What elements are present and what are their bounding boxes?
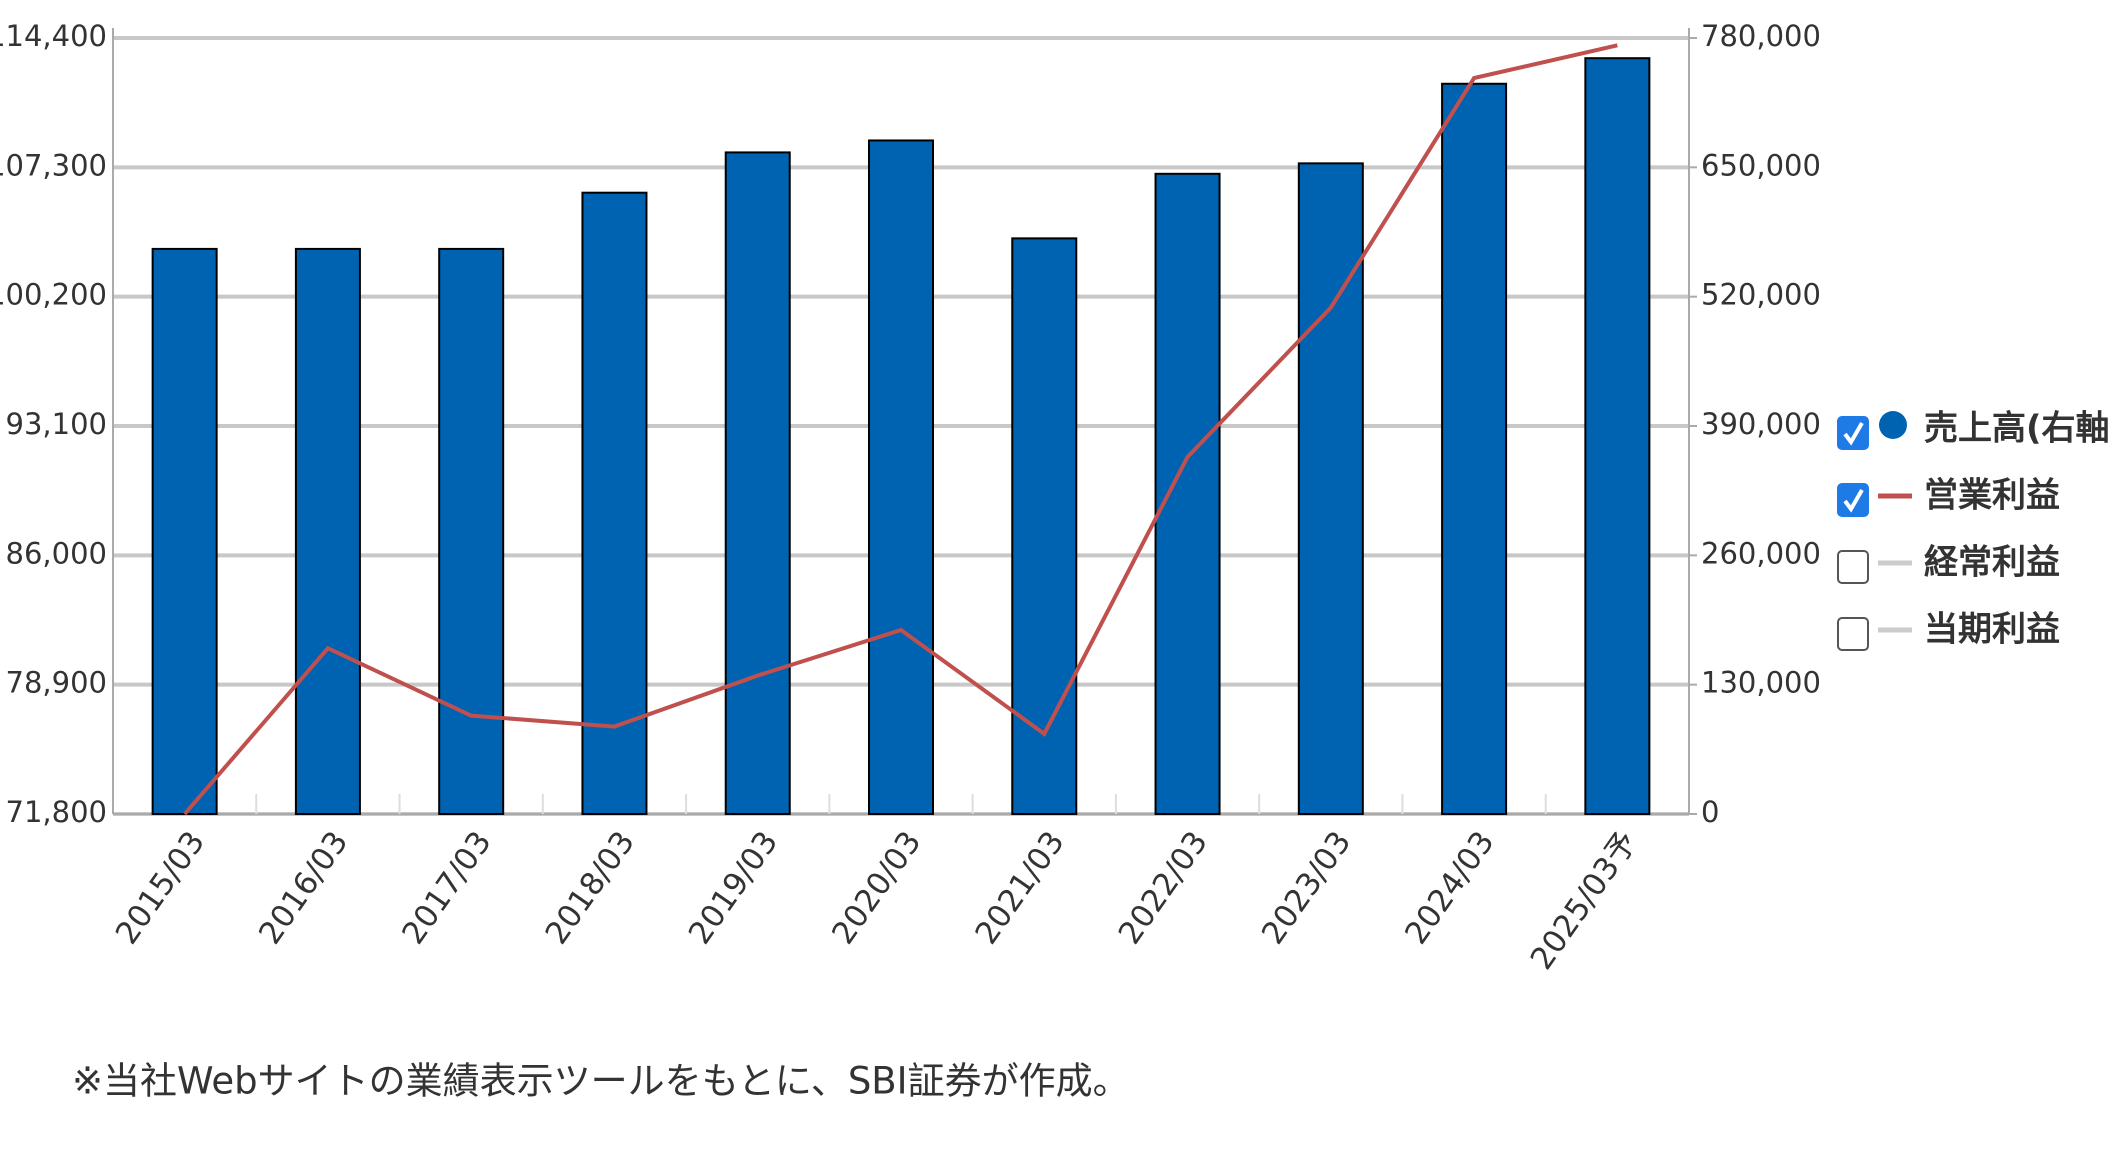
x-tick-label: 2024/03 xyxy=(1398,825,1501,951)
bar xyxy=(1297,162,1364,816)
bar xyxy=(151,247,218,815)
y2-tick-label: 780,000 xyxy=(1701,19,1821,53)
x-tick-label: 2016/03 xyxy=(252,825,355,951)
bar xyxy=(1441,82,1508,815)
legend-checkbox xyxy=(1837,483,1869,517)
legend-checkbox xyxy=(1837,550,1869,584)
x-tick-label: 2021/03 xyxy=(968,825,1071,951)
y2-tick-label: 0 xyxy=(1701,795,1719,829)
y2-tick-label: 390,000 xyxy=(1701,407,1821,441)
legend-label: 当期利益 xyxy=(1924,610,2060,650)
legend-label: 売上高(右軸) xyxy=(1924,409,2111,449)
legend-checkbox xyxy=(1837,416,1869,450)
x-tick-label: 2018/03 xyxy=(539,825,642,951)
legend-symbol xyxy=(1879,411,1907,439)
bar xyxy=(1154,172,1221,816)
bar xyxy=(581,191,648,815)
x-tick-label: 2020/03 xyxy=(825,825,928,951)
y-tick-label: 107,300 xyxy=(0,148,107,182)
bar xyxy=(294,247,361,815)
x-tick-label: 2025/03予 xyxy=(1524,825,1645,977)
y2-tick-label: 650,000 xyxy=(1701,148,1821,182)
y-tick-label: 100,200 xyxy=(0,278,107,312)
legend-check xyxy=(1843,488,1864,513)
bar xyxy=(1011,237,1078,815)
bar xyxy=(868,139,934,815)
line xyxy=(183,43,1618,816)
x-tick-label: 2015/03 xyxy=(109,825,212,951)
x-tick-label: 2023/03 xyxy=(1255,825,1358,951)
legend-label: 営業利益 xyxy=(1924,476,2060,516)
y-tick-label: 93,100 xyxy=(6,407,107,441)
y2-tick-label: 130,000 xyxy=(1701,666,1821,700)
x-tick-label: 2019/03 xyxy=(682,825,785,951)
y-tick-label: 71,800 xyxy=(6,795,107,829)
legend-label: 経常利益 xyxy=(1924,543,2060,583)
footnote: ※当社Webサイトの業績表示ツールをもとに、SBI証券が作成。 xyxy=(72,1060,1130,1103)
y-tick-label: 114,400 xyxy=(0,19,107,53)
bar xyxy=(1584,57,1651,815)
y2-tick-label: 260,000 xyxy=(1701,536,1821,570)
x-tick-label: 2022/03 xyxy=(1112,825,1215,951)
legend-checkbox xyxy=(1837,617,1869,651)
bar xyxy=(438,247,505,815)
legend-check xyxy=(1843,421,1864,446)
bar xyxy=(724,151,791,815)
y2-tick-label: 520,000 xyxy=(1701,278,1821,312)
y-tick-label: 78,900 xyxy=(6,666,107,700)
x-tick-label: 2017/03 xyxy=(395,825,498,951)
y-tick-label: 86,000 xyxy=(6,536,107,570)
